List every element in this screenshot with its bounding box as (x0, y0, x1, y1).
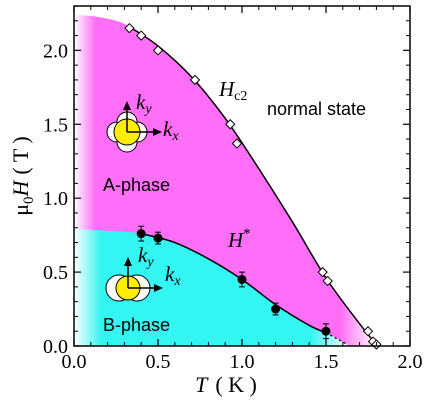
b-phase-gap-icon: ky kx (105, 243, 181, 302)
y-tick-label-4: 2.0 (43, 40, 68, 62)
kx-label-a: kx (163, 117, 179, 144)
hc2-point-3 (189, 74, 201, 86)
b-phase-label: B-phase (103, 315, 170, 335)
hc2-point-5 (231, 138, 243, 149)
hc2-point-4 (225, 119, 236, 130)
a-phase-label: A-phase (103, 175, 170, 195)
hc2-point-2 (152, 45, 164, 56)
ky-label-b: ky (138, 243, 154, 270)
hstar-dotted-extension (325, 332, 347, 345)
y-tick-label-1: 0.5 (43, 262, 68, 284)
hc2-point-8 (362, 326, 374, 337)
x-tick-label-4: 2.0 (398, 351, 423, 373)
hc2-point-7 (322, 275, 333, 287)
b-phase-region (74, 229, 350, 346)
y-axis-label: μ0H( T ) (8, 136, 37, 215)
hstar-label: H* (227, 226, 251, 252)
x-tick-label-3: 1.5 (314, 351, 339, 373)
x-tick-label-0: 0.0 (62, 351, 87, 373)
normal-state-label: normal state (267, 99, 366, 119)
hc2-point-1 (135, 30, 147, 41)
ky-label-a: ky (136, 90, 152, 117)
hstar-point-0 (136, 229, 146, 239)
y-tick-label-3: 1.5 (43, 114, 68, 136)
hc2-label: Hc2 (218, 77, 247, 104)
hc2-point-0 (124, 22, 135, 34)
y-tick-label-0: 0.0 (43, 336, 68, 358)
x-tick-label-1: 0.5 (146, 351, 171, 373)
x-axis-label: T( K ) (195, 372, 257, 397)
x-tick-label-2: 1.0 (230, 351, 255, 373)
hc2-point-6 (317, 266, 328, 278)
a-phase-gap-icon: ky kx (106, 90, 179, 153)
hstar-point-4 (321, 326, 331, 336)
hc2-curve (129, 26, 377, 345)
kx-label-b: kx (165, 262, 181, 289)
hstar-point-2 (237, 274, 247, 284)
hstar-point-3 (271, 304, 281, 314)
hstar-point-1 (153, 233, 163, 243)
y-tick-label-2: 1.0 (43, 188, 68, 210)
